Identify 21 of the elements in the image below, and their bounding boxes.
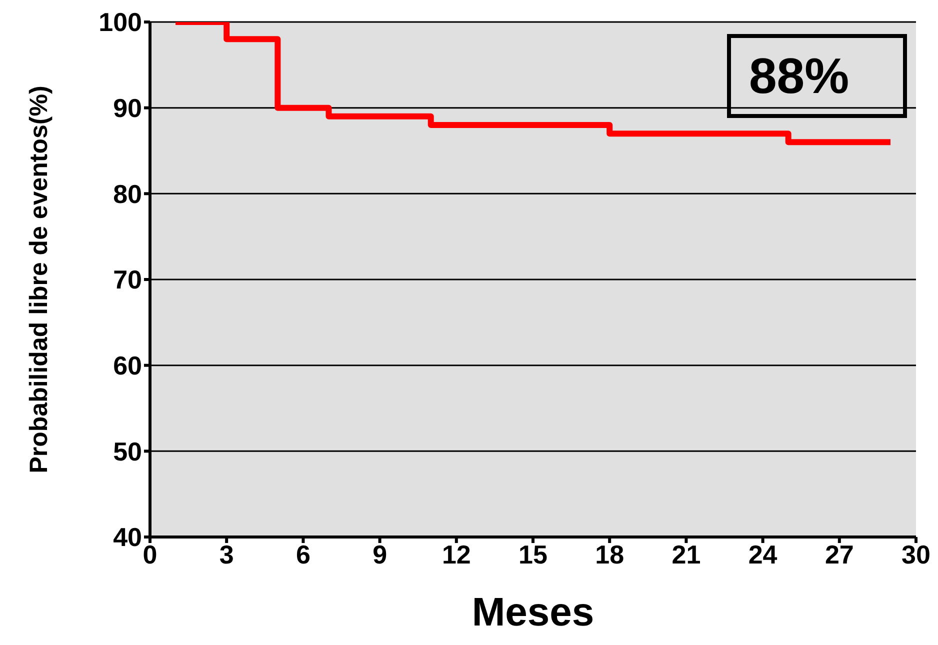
x-tick-label: 12 [442,539,471,570]
x-tick-label: 15 [518,539,548,570]
x-tick-label: 0 [142,539,158,570]
y-tick-label: 70 [113,264,142,295]
y-tick-label: 90 [113,93,142,124]
x-tick-label: 3 [219,539,234,570]
x-tick-label: 18 [595,539,624,570]
y-tick-label: 40 [113,522,142,552]
x-axis-title: Meses [472,590,594,634]
x-tick-label: 21 [672,539,701,570]
x-tick-label: 27 [824,539,854,570]
x-tick-label: 24 [748,539,778,570]
y-tick-label: 80 [113,178,142,209]
y-axis-title: Probabilidad libre de eventos(%) [24,86,53,474]
x-tick-label: 30 [902,539,930,570]
x-tick-label: 9 [372,539,388,570]
x-tick-label: 6 [296,539,310,570]
y-tick-label: 60 [113,350,142,381]
y-tick-label: 100 [98,7,142,38]
y-tick-label: 50 [113,436,142,466]
annotation: 88% [727,34,907,118]
